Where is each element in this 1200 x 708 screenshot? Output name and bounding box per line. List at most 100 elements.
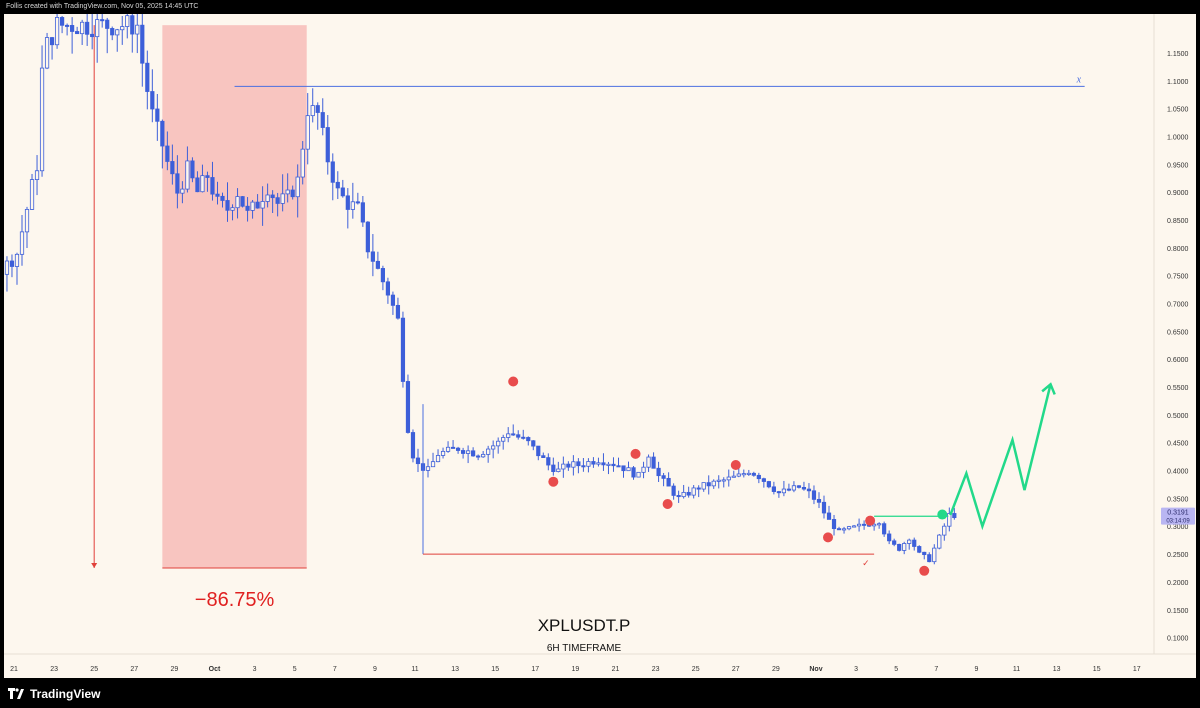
- candle-body: [130, 15, 135, 35]
- candle-body: [415, 457, 421, 465]
- pivot-dot: [865, 515, 876, 526]
- timeframe-label: 6H TIMEFRAME: [547, 643, 622, 654]
- candle-body: [691, 487, 696, 496]
- candle-body: [335, 181, 340, 189]
- candle-body: [922, 551, 927, 556]
- candle-body: [912, 539, 917, 547]
- y-tick-label: 0.5000: [1167, 413, 1189, 420]
- candle-body: [19, 231, 25, 255]
- candle-body: [380, 268, 386, 283]
- candle-body: [295, 176, 300, 198]
- candle-body: [806, 488, 812, 492]
- candle-body: [345, 195, 350, 210]
- candle-body: [586, 461, 591, 467]
- candle-body: [230, 207, 235, 211]
- candle-body: [726, 476, 731, 481]
- candle-body: [105, 19, 110, 29]
- price-chart[interactable]: −86.75% x ✓ 1.1500 1.1000 1.0500 1.0000 0.9500 0…: [4, 14, 1196, 678]
- pivot-dot: [730, 460, 741, 471]
- candle-body: [927, 554, 932, 563]
- candle-body: [631, 467, 636, 478]
- candle-body: [225, 200, 230, 211]
- current-price-value: 0.3191: [1167, 510, 1189, 517]
- drawdown-zone: [162, 25, 307, 569]
- tradingview-logo-icon[interactable]: [8, 688, 24, 700]
- candle-body: [566, 463, 571, 468]
- candle-body: [270, 194, 275, 199]
- candle-body: [135, 24, 140, 35]
- candle-body: [190, 160, 195, 179]
- x-tick-label: 29: [171, 666, 179, 673]
- candle-body: [486, 448, 491, 455]
- candle-body: [375, 260, 380, 269]
- x-tick-label: 25: [692, 666, 700, 673]
- candle-body: [651, 456, 656, 469]
- candle-body: [385, 281, 391, 296]
- candle-body: [425, 466, 431, 471]
- candle-body: [180, 188, 185, 194]
- candle-body: [160, 120, 165, 147]
- candle-body: [340, 187, 345, 197]
- candle-body: [856, 523, 862, 527]
- candle-body: [110, 28, 115, 36]
- y-tick-label: 0.2000: [1167, 580, 1189, 587]
- x-tick-label: 15: [491, 666, 499, 673]
- candle-body: [496, 440, 501, 447]
- candle-body: [736, 473, 741, 477]
- x-tick-label: 27: [732, 666, 740, 673]
- candle-body: [526, 437, 531, 442]
- candle-body: [115, 29, 120, 36]
- candle-body: [616, 465, 621, 468]
- candle-body: [821, 501, 827, 514]
- candle-body: [681, 491, 686, 498]
- candle-body: [862, 523, 867, 526]
- pivot-dot: [662, 498, 673, 509]
- candle-body: [325, 127, 330, 163]
- x-tick-label: 7: [934, 666, 938, 673]
- projection-path: [949, 383, 1052, 531]
- x-tick-label: 5: [894, 666, 898, 673]
- candle-body: [521, 436, 526, 439]
- y-tick-label: 0.5500: [1167, 385, 1189, 392]
- candle-body: [711, 480, 716, 487]
- candle-body: [54, 17, 60, 46]
- candle-body: [536, 445, 541, 457]
- y-tick-label: 0.8500: [1167, 218, 1189, 225]
- candle-body: [947, 513, 952, 527]
- candle-body: [260, 201, 265, 209]
- candle-body: [85, 21, 90, 35]
- candle-body: [355, 201, 360, 204]
- y-tick-label: 0.1000: [1167, 636, 1189, 643]
- tradingview-brand[interactable]: TradingView: [30, 687, 101, 701]
- y-tick-label: 1.1000: [1167, 79, 1189, 86]
- candle-body: [646, 456, 651, 468]
- candle-body: [390, 294, 396, 306]
- candle-body: [907, 539, 912, 544]
- x-tick-label: 11: [1013, 666, 1020, 673]
- candle-body: [551, 464, 556, 473]
- x-tick-label: 13: [451, 666, 459, 673]
- candle-body: [275, 197, 280, 204]
- y-tick-label: 0.1500: [1167, 608, 1189, 615]
- candle-body: [591, 461, 596, 465]
- candle-body: [882, 523, 887, 535]
- candle-body: [290, 189, 295, 198]
- candle-body: [766, 481, 771, 488]
- candle-body: [140, 24, 145, 64]
- candle-body: [611, 463, 616, 467]
- candle-body: [305, 115, 310, 150]
- candle-body: [4, 260, 10, 275]
- candle-body: [596, 462, 601, 465]
- candle-body: [561, 463, 566, 470]
- candle-body: [34, 170, 40, 180]
- candle-body: [641, 466, 646, 473]
- candle-body: [721, 479, 726, 482]
- y-tick-label: 0.4500: [1167, 441, 1189, 448]
- y-tick-label: 0.8000: [1167, 246, 1189, 253]
- candle-body: [70, 25, 75, 32]
- candle-body: [716, 479, 721, 482]
- candle-body: [661, 475, 666, 479]
- chart-attribution: Follis created with TradingView.com, Nov…: [0, 0, 1200, 14]
- pivot-dot: [823, 532, 834, 543]
- candle-body: [460, 450, 466, 454]
